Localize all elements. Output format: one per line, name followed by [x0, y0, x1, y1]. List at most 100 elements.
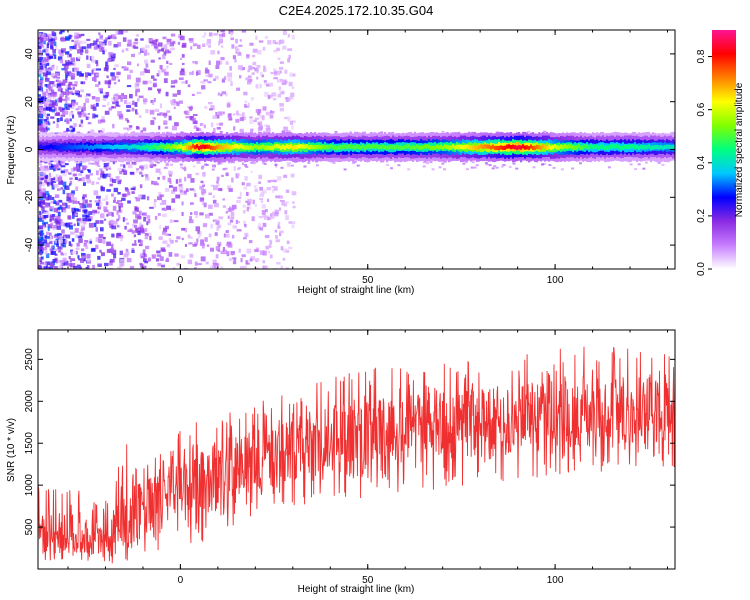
spectrogram-cell — [228, 118, 233, 121]
spectrogram-cell — [40, 96, 44, 100]
spectrogram-cell — [58, 199, 63, 203]
y-tick-label: 1000 — [24, 474, 35, 497]
spectrogram-cell — [264, 145, 267, 150]
spectrogram-cell — [135, 112, 139, 115]
spectrogram-cell — [108, 107, 113, 111]
spectrogram-cell — [48, 122, 51, 126]
spectrogram-cell — [131, 243, 137, 246]
spectrogram-cell — [283, 174, 288, 178]
spectrogram-cell — [460, 144, 463, 149]
spectrogram-cell — [196, 70, 201, 75]
spectrogram-cell — [164, 167, 168, 170]
spectrogram-cell — [105, 91, 110, 97]
spectrogram-cell — [81, 33, 85, 36]
spectrogram-cell — [94, 77, 97, 82]
spectrogram-cell — [190, 46, 193, 50]
spectrogram-cell — [63, 185, 67, 190]
spectrogram-cell — [122, 168, 126, 171]
spectrogram-cell — [177, 89, 181, 95]
spectrogram-cell — [88, 145, 91, 151]
spectrogram-cell — [52, 121, 56, 124]
spectrogram-cell — [54, 253, 58, 256]
spectrogram-cell — [76, 57, 81, 62]
spectrogram-cell — [77, 49, 82, 54]
spectrogram-cell — [149, 41, 155, 44]
spectrogram-cell — [192, 144, 195, 149]
spectrogram-cell — [282, 45, 287, 50]
spectrogram-cell — [358, 144, 361, 149]
spectrogram-cell — [275, 235, 278, 239]
spectrogram-cell — [51, 185, 55, 190]
spectrogram-cell — [67, 215, 72, 220]
spectrogram-cell — [153, 181, 158, 185]
spectrogram-cell — [88, 211, 93, 215]
spectrogram-cell — [111, 179, 117, 184]
spectrogram-cell — [142, 249, 146, 255]
spectrogram-cell — [130, 187, 136, 191]
spectrogram-cell — [462, 145, 465, 150]
spectrogram-cell — [268, 145, 271, 151]
spectrogram-cell — [244, 233, 248, 238]
spectrogram-cell — [94, 114, 99, 118]
colorbar-tick-label: 0.4 — [696, 155, 707, 169]
spectrogram-cell — [48, 266, 53, 269]
spectrogram-cell — [343, 168, 347, 171]
spectrogram-cell — [259, 198, 264, 201]
spectrogram-cell — [42, 112, 46, 117]
spectrogram-cell — [89, 56, 92, 61]
spectrogram-cell — [131, 161, 137, 165]
spectrogram-cell — [232, 235, 235, 239]
spectrogram-cell — [140, 164, 144, 168]
spectrogram-cell — [39, 83, 43, 88]
spectrogram-cell — [53, 207, 58, 213]
spectrogram-cell — [192, 61, 196, 64]
spectrogram-cell — [109, 177, 114, 182]
spectrogram-cell — [38, 145, 41, 150]
spectrogram-cell — [202, 43, 206, 48]
spectrogram-cell — [258, 145, 261, 150]
spectrogram-cell — [123, 164, 126, 168]
spectrogram-cell — [274, 164, 278, 166]
spectrogram-cell — [118, 115, 124, 120]
spectrogram-cell — [67, 63, 71, 66]
spectrogram-cell — [146, 144, 149, 149]
spectrogram-cell — [91, 69, 94, 75]
spectrogram-cell — [80, 49, 84, 53]
spectrogram-cell — [45, 235, 50, 239]
spectrogram-cell — [108, 52, 113, 56]
spectrogram-cell — [170, 208, 175, 212]
spectrogram-cell — [172, 267, 176, 269]
spectrogram-cell — [281, 201, 285, 206]
spectrogram-cell — [95, 84, 100, 88]
spectrogram-cell — [269, 114, 274, 119]
spectrogram-cell — [119, 263, 125, 267]
spectrogram-cell — [38, 189, 43, 194]
spectrogram-cell — [406, 144, 409, 149]
spectrogram-cell — [285, 215, 289, 221]
spectrogram-cell — [407, 168, 411, 171]
spectrogram-cell — [287, 116, 291, 122]
spectrogram-cell — [210, 50, 216, 55]
spectrogram-cell — [241, 182, 245, 186]
spectrogram-cell — [277, 94, 281, 98]
spectrogram-cell — [47, 193, 50, 198]
spectrogram-cell — [286, 162, 291, 167]
spectrogram-cell — [277, 57, 281, 60]
spectrogram-cell — [174, 240, 178, 243]
spectrogram-cell — [47, 167, 50, 170]
spectrogram-cell — [162, 36, 167, 40]
spectrogram-cell — [103, 67, 109, 72]
spectrogram-cell — [236, 199, 241, 204]
spectrogram-cell — [135, 77, 141, 83]
spectrogram-cell — [107, 35, 113, 39]
spectrogram-cell — [95, 220, 100, 224]
spectrogram-cell — [243, 186, 248, 190]
spectrogram-cell — [75, 250, 78, 255]
spectrogram-cell — [72, 84, 78, 87]
spectrogram-cell — [430, 145, 433, 151]
spectrogram-cell — [163, 120, 167, 124]
spectrogram-cell — [153, 97, 156, 103]
spectrogram-cell — [39, 57, 44, 61]
spectrogram-cell — [148, 145, 151, 150]
spectrogram-cell — [69, 46, 74, 50]
